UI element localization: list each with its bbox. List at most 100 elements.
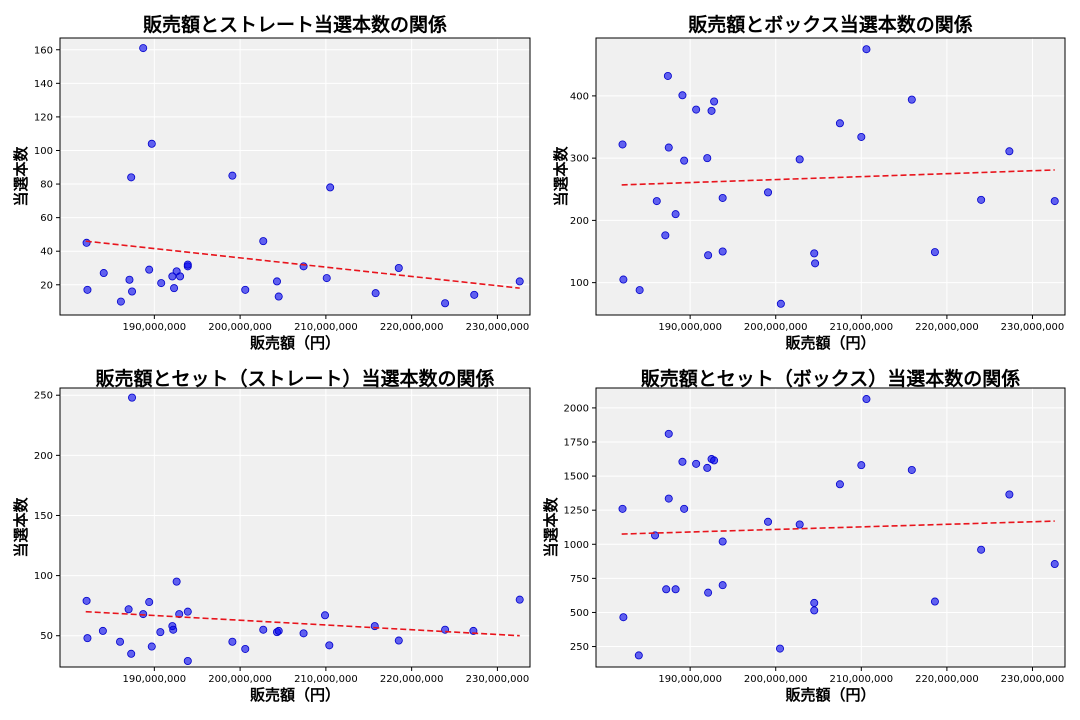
data-point	[810, 606, 819, 615]
data-point	[663, 71, 672, 80]
y-tick-label: 120	[34, 112, 53, 123]
x-tick-label: 220,000,000	[380, 674, 444, 685]
y-tick-label: 1500	[564, 472, 589, 483]
data-point	[776, 644, 785, 653]
y-axis-label: 当選本数	[552, 146, 570, 207]
data-point	[168, 272, 177, 281]
x-tick-label: 230,000,000	[466, 674, 530, 685]
trend-line	[621, 520, 1055, 535]
data-point	[718, 193, 727, 202]
y-tick-label: 100	[34, 571, 53, 582]
data-point	[299, 629, 308, 638]
data-point	[274, 626, 283, 635]
data-point	[862, 45, 871, 54]
data-point	[98, 626, 107, 635]
data-point	[127, 649, 136, 658]
x-tick-label: 230,000,000	[1001, 674, 1065, 685]
data-point	[83, 285, 92, 294]
data-point	[707, 106, 716, 115]
data-point	[618, 140, 627, 149]
data-point	[241, 644, 250, 653]
data-point	[470, 290, 479, 299]
y-tick-label: 200	[570, 216, 589, 227]
data-point	[82, 238, 91, 247]
data-point	[930, 597, 939, 606]
data-point	[274, 292, 283, 301]
data-point	[175, 610, 184, 619]
y-tick-label: 100	[570, 278, 589, 289]
x-tick-label: 200,000,000	[744, 674, 808, 685]
data-point	[139, 44, 148, 53]
y-tick-label: 250	[570, 642, 589, 653]
data-point	[718, 581, 727, 590]
data-point	[710, 97, 719, 106]
x-tick-label: 230,000,000	[1001, 322, 1065, 333]
y-tick-label: 140	[34, 79, 53, 90]
chart-title: 販売額とセット（ボックス）当選本数の関係	[641, 367, 1020, 390]
data-point	[259, 625, 268, 634]
data-point	[128, 393, 137, 402]
data-point	[619, 613, 628, 622]
data-point	[678, 457, 687, 466]
data-point	[170, 284, 179, 293]
plot-border	[59, 387, 531, 668]
trend-line	[85, 240, 520, 289]
chart-title: 販売額とボックス当選本数の関係	[688, 13, 972, 36]
y-tick-label: 100	[34, 146, 53, 157]
y-tick-label: 2000	[564, 403, 589, 414]
plot-border	[595, 37, 1066, 316]
x-tick-label: 190,000,000	[658, 674, 722, 685]
data-point	[147, 642, 156, 651]
data-point	[125, 275, 134, 284]
trend-line	[85, 610, 520, 637]
data-point	[259, 237, 268, 246]
y-tick-label: 1250	[564, 506, 589, 517]
data-point	[127, 173, 136, 182]
y-axis-label: 当選本数	[12, 146, 30, 207]
x-tick-label: 190,000,000	[658, 322, 722, 333]
data-point	[704, 251, 713, 260]
data-point	[652, 197, 661, 206]
data-point	[172, 577, 181, 586]
data-point	[661, 231, 670, 240]
data-point	[710, 456, 719, 465]
data-point	[157, 279, 166, 288]
data-point	[241, 285, 250, 294]
y-tick-label: 80	[40, 180, 53, 191]
x-axis-label: 販売額（円）	[785, 334, 875, 352]
data-point	[145, 598, 154, 607]
chart-panel-4: 190,000,000 200,000,000 210,000,000 220,000…	[542, 367, 1066, 704]
data-point	[703, 154, 712, 163]
x-tick-label: 220,000,000	[915, 674, 979, 685]
data-point	[662, 585, 671, 594]
data-point	[322, 274, 331, 283]
data-point	[776, 299, 785, 308]
data-point	[664, 494, 673, 503]
chart-panel-2: 190,000,000 200,000,000 210,000,000 220,000…	[552, 13, 1066, 352]
x-tick-label: 190,000,000	[123, 674, 187, 685]
data-point	[664, 429, 673, 438]
data-point	[515, 595, 524, 604]
y-tick-label: 1000	[564, 540, 589, 551]
data-point	[326, 183, 335, 192]
trend-line	[621, 169, 1055, 186]
data-point	[82, 596, 91, 605]
data-point	[394, 263, 403, 272]
x-tick-label: 200,000,000	[744, 322, 808, 333]
plot-area	[59, 37, 531, 316]
data-point	[692, 105, 701, 114]
y-tick-label: 500	[570, 608, 589, 619]
x-tick-label: 210,000,000	[294, 674, 358, 685]
x-tick-label: 210,000,000	[294, 322, 358, 333]
y-tick-label: 250	[34, 391, 53, 402]
data-point	[671, 210, 680, 219]
data-point	[703, 463, 712, 472]
data-point	[183, 607, 192, 616]
y-tick-label: 20	[40, 280, 53, 291]
plot-area	[595, 37, 1066, 316]
data-point	[718, 537, 727, 546]
x-axis-label: 販売額（円）	[785, 686, 875, 704]
x-tick-label: 190,000,000	[123, 322, 187, 333]
data-point	[394, 636, 403, 645]
data-point	[116, 297, 125, 306]
